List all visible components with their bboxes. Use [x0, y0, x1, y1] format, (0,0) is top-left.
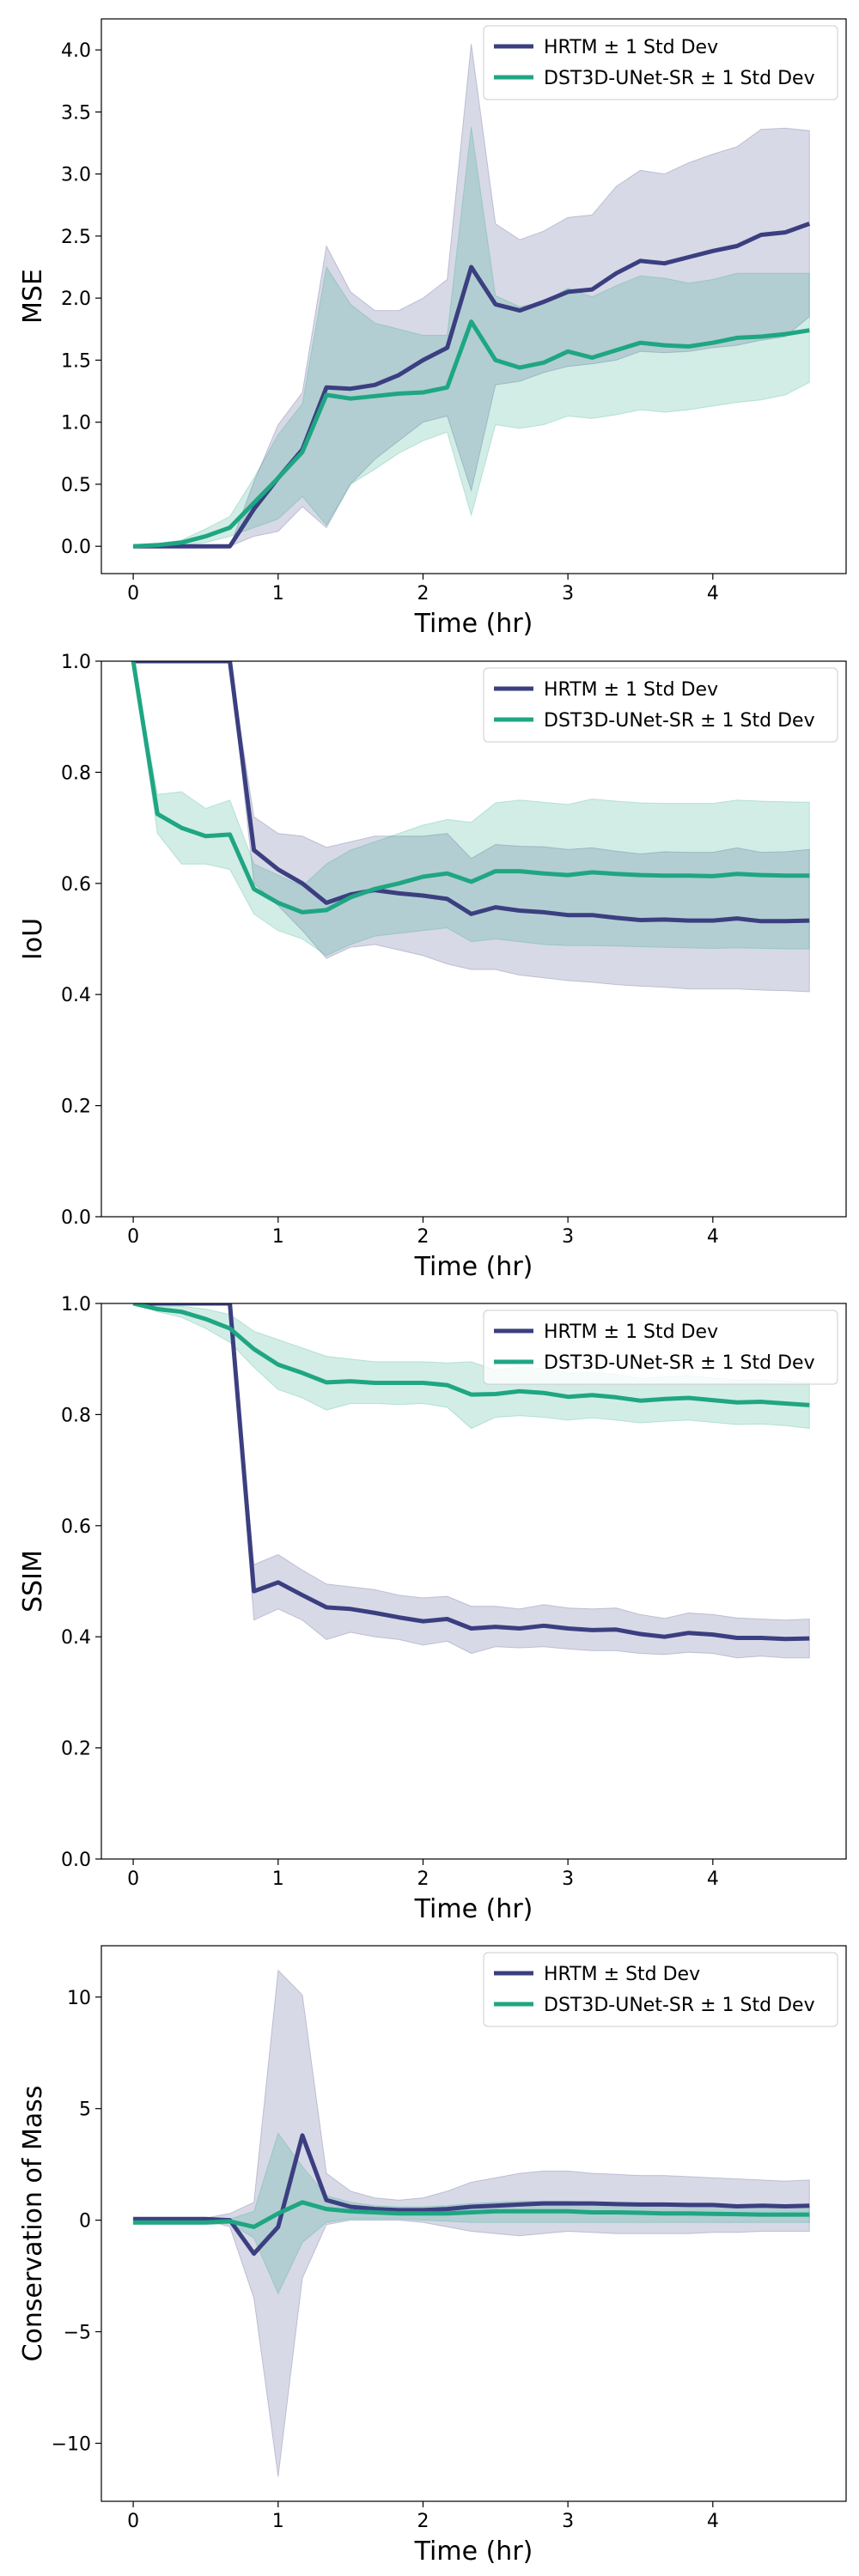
y-tick-label: 0.0 [61, 1850, 91, 1871]
y-tick-label: 0.0 [61, 1207, 91, 1229]
legend-label-series-2: DST3D-UNet-SR ± 1 Std Dev [544, 1995, 815, 2016]
y-tick-label: −5 [64, 2323, 91, 2344]
y-tick-label: 0.4 [61, 1627, 91, 1649]
x-tick-label: 2 [417, 583, 429, 605]
y-tick-label: 1.0 [61, 413, 91, 434]
legend-box [483, 25, 838, 100]
axes-frame [101, 1303, 847, 1860]
mean-line-series-1 [133, 222, 811, 549]
y-tick-label: 0.8 [61, 1405, 91, 1426]
y-tick-label: 2.0 [61, 289, 91, 310]
axes-frame [101, 1945, 847, 2502]
y-tick-label: 10 [67, 1988, 91, 2009]
legend-label-series-1: HRTM ± Std Dev [544, 1964, 700, 1985]
x-tick-label: 3 [562, 583, 574, 605]
x-tick-label: 1 [272, 1868, 284, 1890]
y-tick-label: 4.0 [61, 40, 91, 62]
y-axis-label: Conservation of Mass [18, 2086, 48, 2362]
mean-line-series-1 [133, 2133, 810, 2257]
y-tick-label: 0.8 [61, 762, 91, 784]
x-tick-label: 0 [127, 583, 139, 605]
legend: HRTM ± 1 Std Dev DST3D-UNet-SR ± 1 Std De… [483, 1309, 838, 1385]
x-tick-label: 1 [272, 583, 284, 605]
y-axis-label: IoU [18, 918, 48, 960]
y-tick-label: 0.5 [61, 475, 91, 496]
y-tick-label: 3.0 [61, 165, 91, 186]
y-tick-label: 2.5 [61, 227, 91, 248]
x-tick-label: 0 [127, 2511, 139, 2532]
x-tick-label: 3 [562, 1868, 574, 1890]
legend-label-series-2: DST3D-UNet-SR ± 1 Std Dev [544, 710, 815, 732]
x-tick-label: 0 [127, 1868, 139, 1890]
y-tick-label: 1.5 [61, 350, 91, 372]
legend-label-series-2: DST3D-UNet-SR ± 1 Std Dev [544, 1352, 815, 1374]
x-tick-label: 3 [562, 2511, 574, 2532]
y-axis-label: SSIM [18, 1550, 48, 1613]
legend-label-series-1: HRTM ± 1 Std Dev [544, 679, 718, 701]
legend-box [483, 667, 838, 743]
x-axis-label: Time (hr) [414, 609, 533, 639]
x-tick-label: 0 [127, 1226, 139, 1248]
chart-panel-2: 0 1 2 3 4 0.0 0.2 0.4 0.6 0.8 1.0 Time (hr) IoU HRTM … [18, 652, 847, 1282]
y-tick-label: 0 [79, 2211, 91, 2233]
mean-line-series-1 [133, 661, 810, 924]
y-tick-label: 0.6 [61, 874, 91, 896]
plot-area [132, 1303, 810, 1659]
x-tick-label: 1 [272, 2511, 284, 2532]
mean-line-series-1 [133, 1303, 810, 1642]
x-axis-label: Time (hr) [414, 2537, 533, 2567]
axes-frame [101, 660, 847, 1218]
mean-line-series-2 [132, 319, 810, 549]
y-tick-label: 0.2 [61, 1097, 91, 1118]
y-tick-label: −10 [52, 2433, 91, 2455]
y-tick-label: 1.0 [61, 1294, 91, 1315]
legend: HRTM ± 1 Std Dev DST3D-UNet-SR ± 1 Std De… [483, 25, 838, 100]
y-tick-label: 0.0 [61, 537, 91, 558]
mean-line-series-2 [133, 2200, 810, 2229]
x-tick-label: 3 [562, 1226, 574, 1248]
x-tick-label: 1 [272, 1226, 284, 1248]
x-tick-label: 2 [417, 1868, 429, 1890]
axes-frame [101, 18, 847, 574]
legend: HRTM ± 1 Std Dev DST3D-UNet-SR ± 1 Std De… [483, 667, 838, 743]
y-tick-label: 3.5 [61, 102, 91, 124]
x-tick-label: 4 [707, 1226, 719, 1248]
plot-area [132, 43, 811, 549]
mean-line-series-2 [131, 661, 810, 914]
std-band-series-2 [133, 126, 810, 547]
legend-label-series-2: DST3D-UNet-SR ± 1 Std Dev [544, 68, 815, 89]
x-axis-label: Time (hr) [414, 1252, 533, 1282]
legend-box [483, 1952, 838, 2027]
std-band-series-1 [132, 1969, 810, 2477]
plot-area [132, 1969, 810, 2477]
chart-panel-1: 0 1 2 3 4 0.0 0.5 1.0 1.5 2.0 2.5 3.0 3.5 4.0 Time (hr… [18, 18, 847, 639]
legend-label-series-1: HRTM ± 1 Std Dev [544, 37, 718, 58]
legend: HRTM ± Std Dev DST3D-UNet-SR ± 1 Std Dev [483, 1952, 838, 2027]
std-band-series-1 [133, 43, 810, 547]
x-tick-label: 2 [417, 1226, 429, 1248]
legend-label-series-1: HRTM ± 1 Std Dev [544, 1321, 718, 1343]
x-tick-label: 4 [707, 583, 719, 605]
y-tick-label: 0.4 [61, 985, 91, 1006]
std-band-series-2 [132, 1303, 810, 1430]
chart-panel-3: 0 1 2 3 4 0.0 0.2 0.4 0.6 0.8 1.0 Time (hr) SSIM HRTM… [18, 1294, 847, 1924]
y-tick-label: 5 [79, 2099, 91, 2121]
plot-area [131, 661, 810, 993]
y-tick-label: 0.6 [61, 1516, 91, 1538]
x-axis-label: Time (hr) [414, 1894, 533, 1924]
legend-box [483, 1309, 838, 1385]
x-tick-label: 2 [417, 2511, 429, 2532]
mean-line-series-2 [132, 1303, 810, 1407]
x-tick-label: 4 [707, 1868, 719, 1890]
chart-panel-4: 0 1 2 3 4 −10 −5 0 5 10 Time (hr) Conservation of M… [18, 1945, 847, 2567]
y-tick-label: 1.0 [61, 652, 91, 673]
y-axis-label: MSE [18, 269, 48, 324]
x-tick-label: 4 [707, 2511, 719, 2532]
y-tick-label: 0.2 [61, 1739, 91, 1760]
